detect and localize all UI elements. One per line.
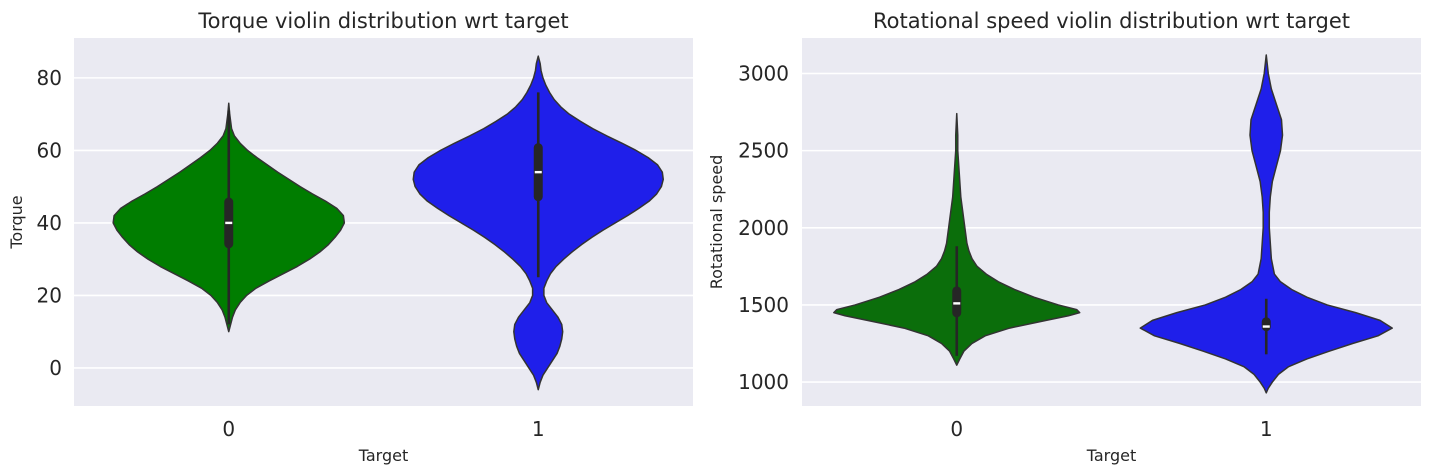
torque-x-tick-1: 1: [532, 417, 545, 441]
torque-chart: 0 20 40 60 80 0 1 Torque violin distribution…: [7, 9, 693, 465]
torque-x-tick-0: 0: [222, 417, 235, 441]
torque-y-tick-1: 20: [37, 283, 62, 307]
rotational-speed-iqr-box-1: [1261, 317, 1271, 332]
torque-chart-title: Torque violin distribution wrt target: [197, 9, 568, 33]
rotational-speed-y-tick-0: 1000: [738, 370, 789, 394]
rotational-speed-y-tick-4: 3000: [738, 61, 789, 85]
rotational-speed-y-tick-1: 1500: [738, 293, 789, 317]
torque-y-tick-3: 60: [37, 138, 62, 162]
rotational-speed-median-0: [953, 302, 961, 305]
torque-y-axis-label: Torque: [7, 195, 26, 249]
torque-y-tick-4: 80: [37, 66, 62, 90]
torque-y-tick-0: 0: [49, 356, 62, 380]
torque-median-1: [534, 170, 542, 174]
torque-y-ticks: 0 20 40 60 80: [37, 66, 62, 380]
rotational-speed-iqr-box-0: [952, 286, 962, 318]
torque-x-axis-label: Target: [358, 446, 409, 465]
rotational-speed-y-tick-2: 2000: [738, 216, 789, 240]
rotational-speed-y-tick-3: 2500: [738, 139, 789, 163]
rotational-speed-y-ticks: 1000 1500 2000 2500 3000: [738, 61, 789, 394]
rotational-speed-violin-0: [833, 112, 1081, 366]
torque-violins: [112, 55, 664, 391]
rotational-speed-median-1: [1262, 325, 1270, 328]
rotational-speed-y-axis-label: Rotational speed: [707, 155, 726, 290]
rotational-speed-violins: [833, 54, 1393, 394]
torque-y-tick-2: 40: [37, 211, 62, 235]
torque-median-0: [225, 221, 233, 225]
rotational-speed-violin-1: [1139, 54, 1393, 394]
rotational-speed-chart: 1000 1500 2000 2500 3000 0 1 Rotational spee…: [707, 9, 1421, 465]
rotational-speed-chart-title: Rotational speed violin distribution wrt…: [873, 9, 1350, 33]
rotational-speed-x-axis-label: Target: [1086, 446, 1137, 465]
rotational-speed-x-tick-0: 0: [950, 417, 963, 441]
rotational-speed-x-tick-1: 1: [1260, 417, 1273, 441]
